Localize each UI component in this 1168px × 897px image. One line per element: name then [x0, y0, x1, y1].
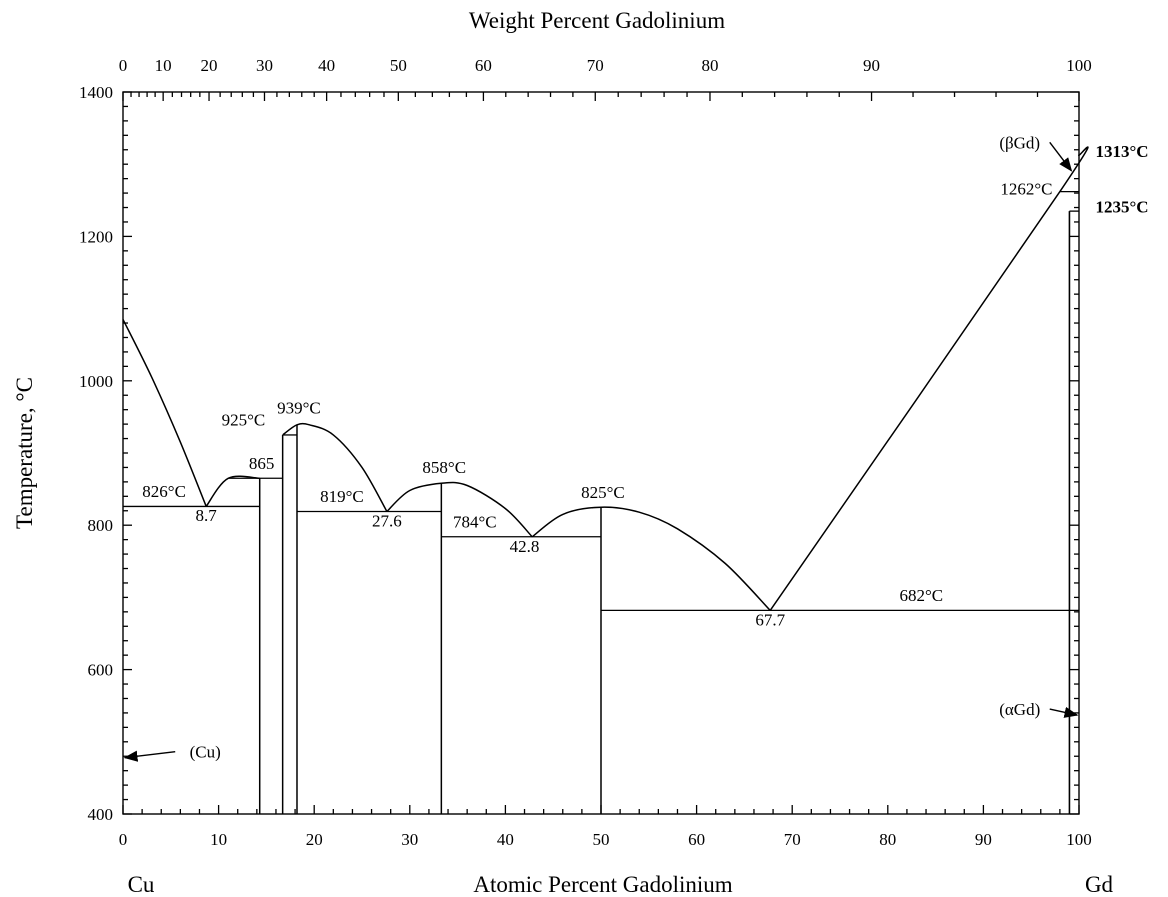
liquidus-curve [531, 506, 771, 611]
x-tick-label: 80 [879, 830, 896, 849]
y-tick-label: 1400 [79, 83, 113, 102]
annotation-label: 826°C [142, 482, 186, 501]
top-tick-label: 30 [256, 56, 273, 75]
annotation-label: 939°C [277, 398, 321, 417]
annotation-label: 858°C [422, 458, 466, 477]
phase-arrow [1049, 141, 1073, 172]
x-tick-label: 40 [497, 830, 514, 849]
phase-label: (αGd) [999, 700, 1040, 719]
y-tick-label: 600 [88, 661, 114, 680]
annotation-label: 42.8 [510, 537, 540, 556]
top-tick-label: 40 [318, 56, 335, 75]
top-tick-label: 50 [390, 56, 407, 75]
x-tick-label: 90 [975, 830, 992, 849]
x-tick-label: 70 [784, 830, 801, 849]
annotation-label: 825°C [581, 483, 625, 502]
top-tick-label: 100 [1066, 56, 1092, 75]
top-tick-label: 90 [863, 56, 880, 75]
annotation-label: 819°C [320, 487, 364, 506]
annotation-label: 27.6 [372, 512, 402, 531]
x-tick-label: 100 [1066, 830, 1092, 849]
annotations: 826°C 8.7 865 925°C 939°C 819°C 27.6 858°C 784°C… [142, 142, 1148, 630]
liquidus-curve [282, 422, 388, 512]
x-tick-label: 60 [688, 830, 705, 849]
x-tick-label: 50 [593, 830, 610, 849]
x-tick-label: 20 [306, 830, 323, 849]
top-axis-title: Weight Percent Gadolinium [469, 8, 725, 33]
top-tick-label: 80 [701, 56, 718, 75]
liquidus-curve [205, 475, 260, 507]
annotation-label: 925°C [222, 411, 266, 430]
annotation-label: 682°C [899, 586, 943, 605]
y-tick-label: 1200 [79, 227, 113, 246]
phase-label: (Cu) [190, 743, 221, 762]
top-tick-label: 20 [201, 56, 218, 75]
liquidus-curve [122, 319, 207, 507]
phase-arrow [1049, 706, 1079, 718]
y-axis-ticks: 400 600 800 1000 1200 1400 [79, 83, 1079, 824]
annotation-label: 8.7 [196, 506, 218, 525]
x-axis-title: Atomic Percent Gadolinium [473, 872, 732, 897]
y-axis-title: Temperature, °C [12, 377, 37, 529]
x-tick-label: 10 [210, 830, 227, 849]
plot-frame [122, 91, 1080, 815]
x-tick-label: 30 [401, 830, 418, 849]
y-tick-label: 400 [88, 805, 114, 824]
liquidus-curve [769, 146, 1089, 611]
top-tick-label: 0 [119, 56, 128, 75]
annotation-label: 67.7 [755, 611, 785, 630]
phase-label: (βGd) [999, 133, 1040, 152]
element-gd-label: Gd [1085, 872, 1114, 897]
phase-labels: (βGd) (αGd) (Cu) [123, 133, 1079, 762]
top-tick-label: 60 [475, 56, 492, 75]
element-cu-label: Cu [128, 872, 155, 897]
top-tick-label: 70 [587, 56, 604, 75]
phase-boundaries [122, 146, 1089, 814]
annotation-label: 1262°C [1000, 180, 1052, 199]
annotation-label: 865 [249, 454, 275, 473]
bottom-axis-ticks: 0 10 20 30 40 50 60 70 80 90 100 [119, 805, 1092, 849]
y-tick-label: 800 [88, 516, 114, 535]
annotation-label: 1235°C [1095, 198, 1148, 217]
liquidus-curve [386, 481, 533, 538]
annotation-label: 1313°C [1095, 142, 1148, 161]
x-tick-label: 0 [119, 830, 128, 849]
top-axis-ticks: 0 10 20 30 40 50 60 70 80 90 100 [119, 56, 1092, 101]
annotation-label: 784°C [453, 512, 497, 531]
y-tick-label: 1000 [79, 372, 113, 391]
phase-arrow [123, 750, 176, 762]
top-tick-label: 10 [155, 56, 172, 75]
